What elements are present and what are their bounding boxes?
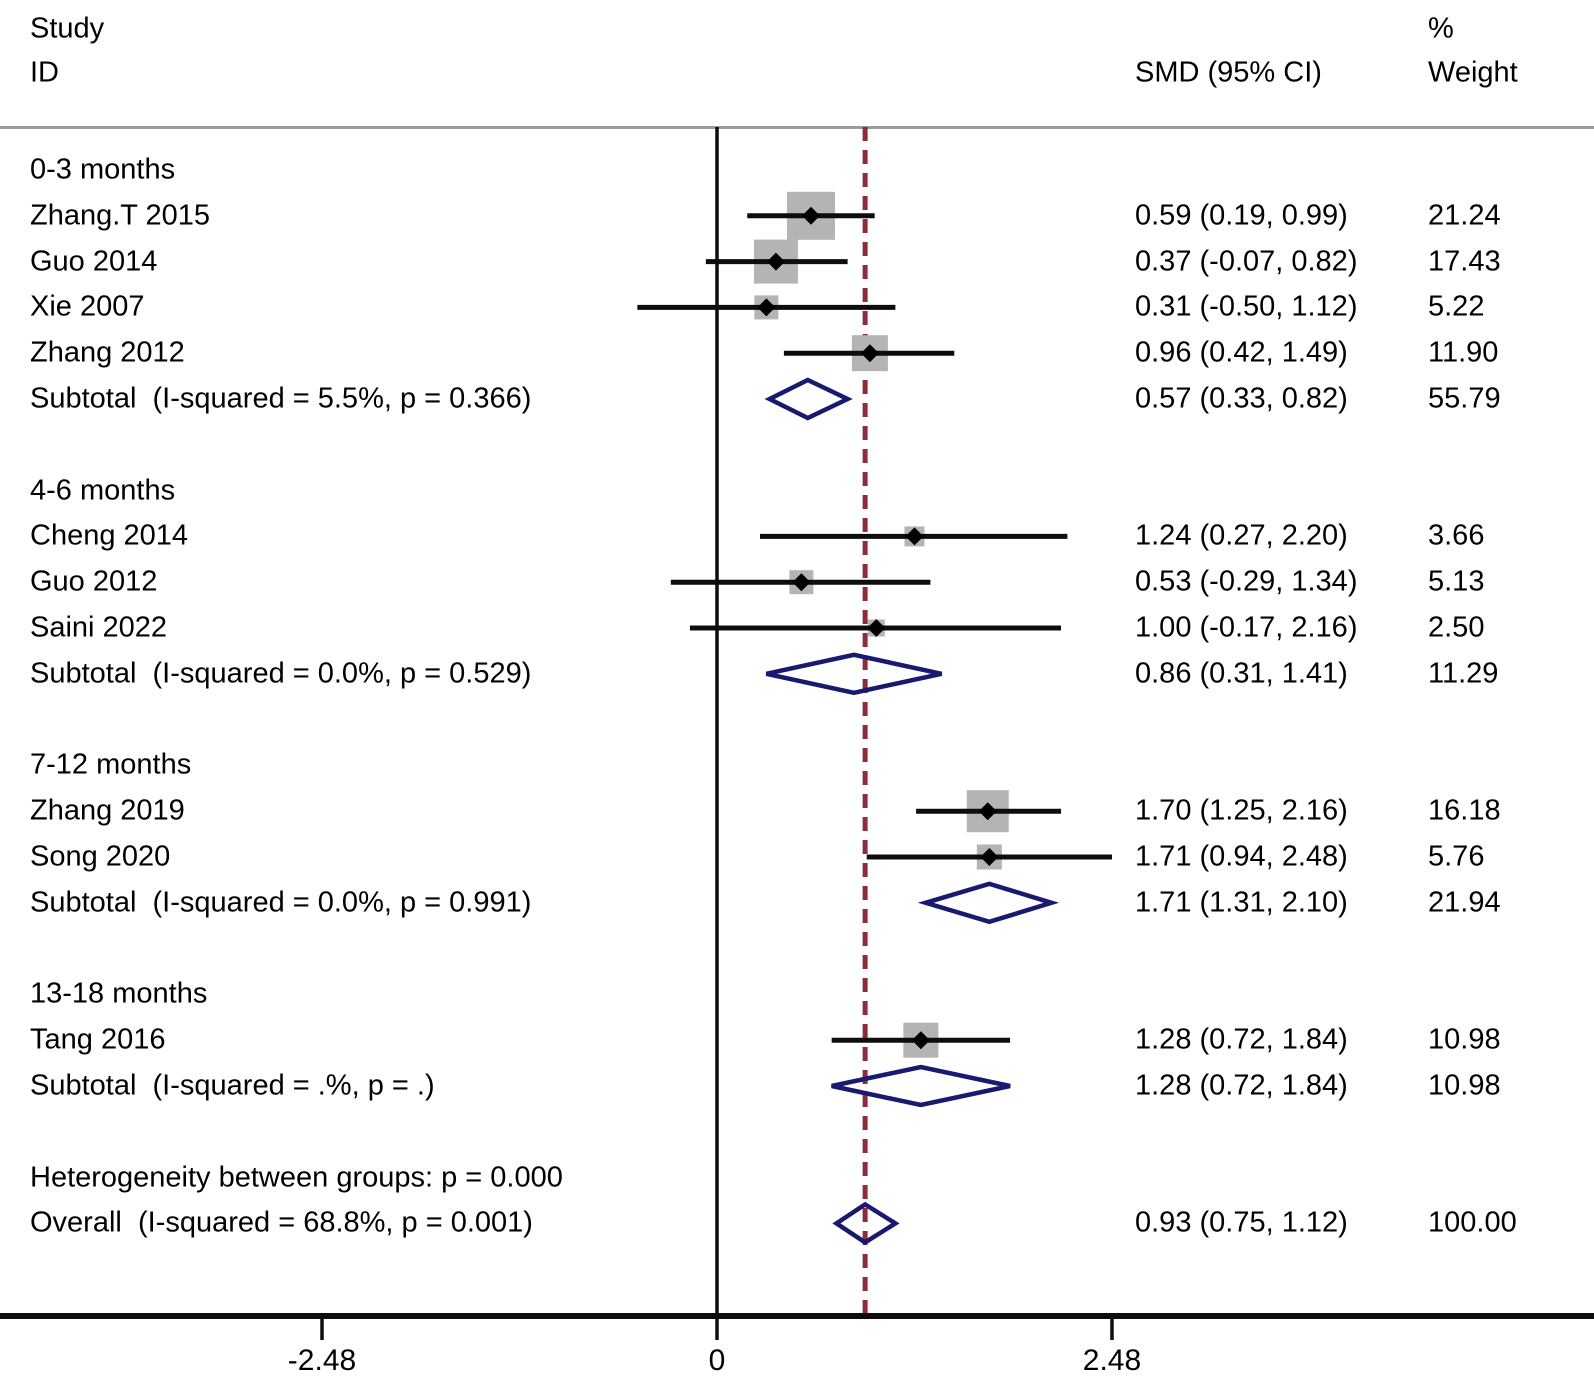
study-weight-value: 5.13 [1428, 565, 1485, 598]
overall-pooled-diamond [832, 1201, 900, 1246]
study-weight-value: 17.43 [1428, 245, 1501, 278]
study-smd-value: 1.28 (0.72, 1.84) [1135, 1023, 1348, 1056]
study-label: Guo 2012 [30, 565, 158, 598]
x-axis-tick-label: 2.48 [1082, 1344, 1142, 1377]
column-header-study: Study [30, 12, 105, 45]
point-marker [860, 344, 879, 363]
subtotal-label: Subtotal (I-squared = .%, p = .) [30, 1069, 435, 1102]
study-smd-value: 0.59 (0.19, 0.99) [1135, 199, 1348, 232]
study-weight-value: 2.50 [1428, 611, 1485, 644]
point-marker [801, 206, 820, 225]
subtotal-weight-value: 11.29 [1428, 657, 1499, 690]
study-label: Zhang.T 2015 [30, 199, 211, 232]
study-weight-value: 5.76 [1428, 840, 1485, 873]
group-label: 7-12 months [30, 748, 192, 781]
x-axis-tick-label: -2.48 [287, 1344, 357, 1377]
subtotal-smd-value: 1.28 (0.72, 1.84) [1135, 1069, 1348, 1102]
study-smd-value: 1.00 (-0.17, 2.16) [1135, 611, 1358, 644]
study-label: Song 2020 [30, 840, 171, 873]
study-label: Zhang 2012 [30, 336, 185, 369]
pooled-diamond [917, 881, 1060, 925]
group-label: 13-18 months [30, 977, 208, 1010]
heterogeneity-note: Heterogeneity between groups: p = 0.000 [30, 1161, 563, 1194]
study-smd-value: 1.70 (1.25, 2.16) [1135, 794, 1348, 827]
point-marker [905, 527, 924, 546]
subtotal-weight-value: 55.79 [1428, 382, 1501, 415]
point-marker [980, 848, 999, 866]
column-header-id: ID [30, 56, 59, 89]
study-weight-value: 16.18 [1428, 794, 1501, 827]
x-axis-tick-label: 0 [708, 1344, 726, 1377]
pooled-diamond [764, 377, 853, 421]
study-smd-value: 1.24 (0.27, 2.20) [1135, 519, 1348, 552]
study-label: Cheng 2014 [30, 519, 189, 552]
study-weight-value: 11.90 [1428, 336, 1499, 369]
subtotal-label: Subtotal (I-squared = 0.0%, p = 0.529) [30, 657, 532, 690]
group-label: 0-3 months [30, 153, 176, 186]
study-weight-value: 10.98 [1428, 1023, 1501, 1056]
group-label: 4-6 months [30, 474, 176, 507]
study-label: Xie 2007 [30, 290, 145, 323]
subtotal-smd-value: 1.71 (1.31, 2.10) [1135, 886, 1348, 919]
study-weight-value: 5.22 [1428, 290, 1485, 323]
subtotal-label: Subtotal (I-squared = 5.5%, p = 0.366) [30, 382, 532, 415]
point-marker [766, 252, 785, 271]
study-label: Tang 2016 [30, 1023, 166, 1056]
study-smd-value: 0.96 (0.42, 1.49) [1135, 336, 1348, 369]
top-rule [0, 126, 1594, 129]
subtotal-smd-value: 0.57 (0.33, 0.82) [1135, 382, 1348, 415]
column-header-weight: Weight [1428, 56, 1518, 89]
point-marker [867, 619, 886, 637]
pooled-diamond [765, 652, 943, 696]
pooled-diamond [831, 1064, 1011, 1108]
subtotal-weight-value: 10.98 [1428, 1069, 1501, 1102]
study-weight-value: 3.66 [1428, 519, 1485, 552]
point-marker [978, 802, 997, 821]
point-marker [792, 573, 811, 592]
column-header-percent: % [1428, 12, 1454, 45]
point-marker [911, 1031, 930, 1050]
overall-label: Overall (I-squared = 68.8%, p = 0.001) [30, 1206, 533, 1239]
point-marker [757, 298, 776, 317]
study-label: Saini 2022 [30, 611, 168, 644]
column-header-smd: SMD (95% CI) [1135, 56, 1322, 89]
study-label: Guo 2014 [30, 245, 158, 278]
subtotal-weight-value: 21.94 [1428, 886, 1501, 919]
subtotal-label: Subtotal (I-squared = 0.0%, p = 0.991) [30, 886, 532, 919]
study-label: Zhang 2019 [30, 794, 185, 827]
subtotal-smd-value: 0.86 (0.31, 1.41) [1135, 657, 1348, 690]
overall-smd-value: 0.93 (0.75, 1.12) [1135, 1206, 1348, 1239]
study-weight-value: 21.24 [1428, 199, 1501, 232]
study-smd-value: 1.71 (0.94, 2.48) [1135, 840, 1348, 873]
overall-weight-value: 100.00 [1428, 1206, 1517, 1239]
study-smd-value: 0.53 (-0.29, 1.34) [1135, 565, 1358, 598]
study-smd-value: 0.37 (-0.07, 0.82) [1135, 245, 1358, 278]
study-smd-value: 0.31 (-0.50, 1.12) [1135, 290, 1358, 323]
